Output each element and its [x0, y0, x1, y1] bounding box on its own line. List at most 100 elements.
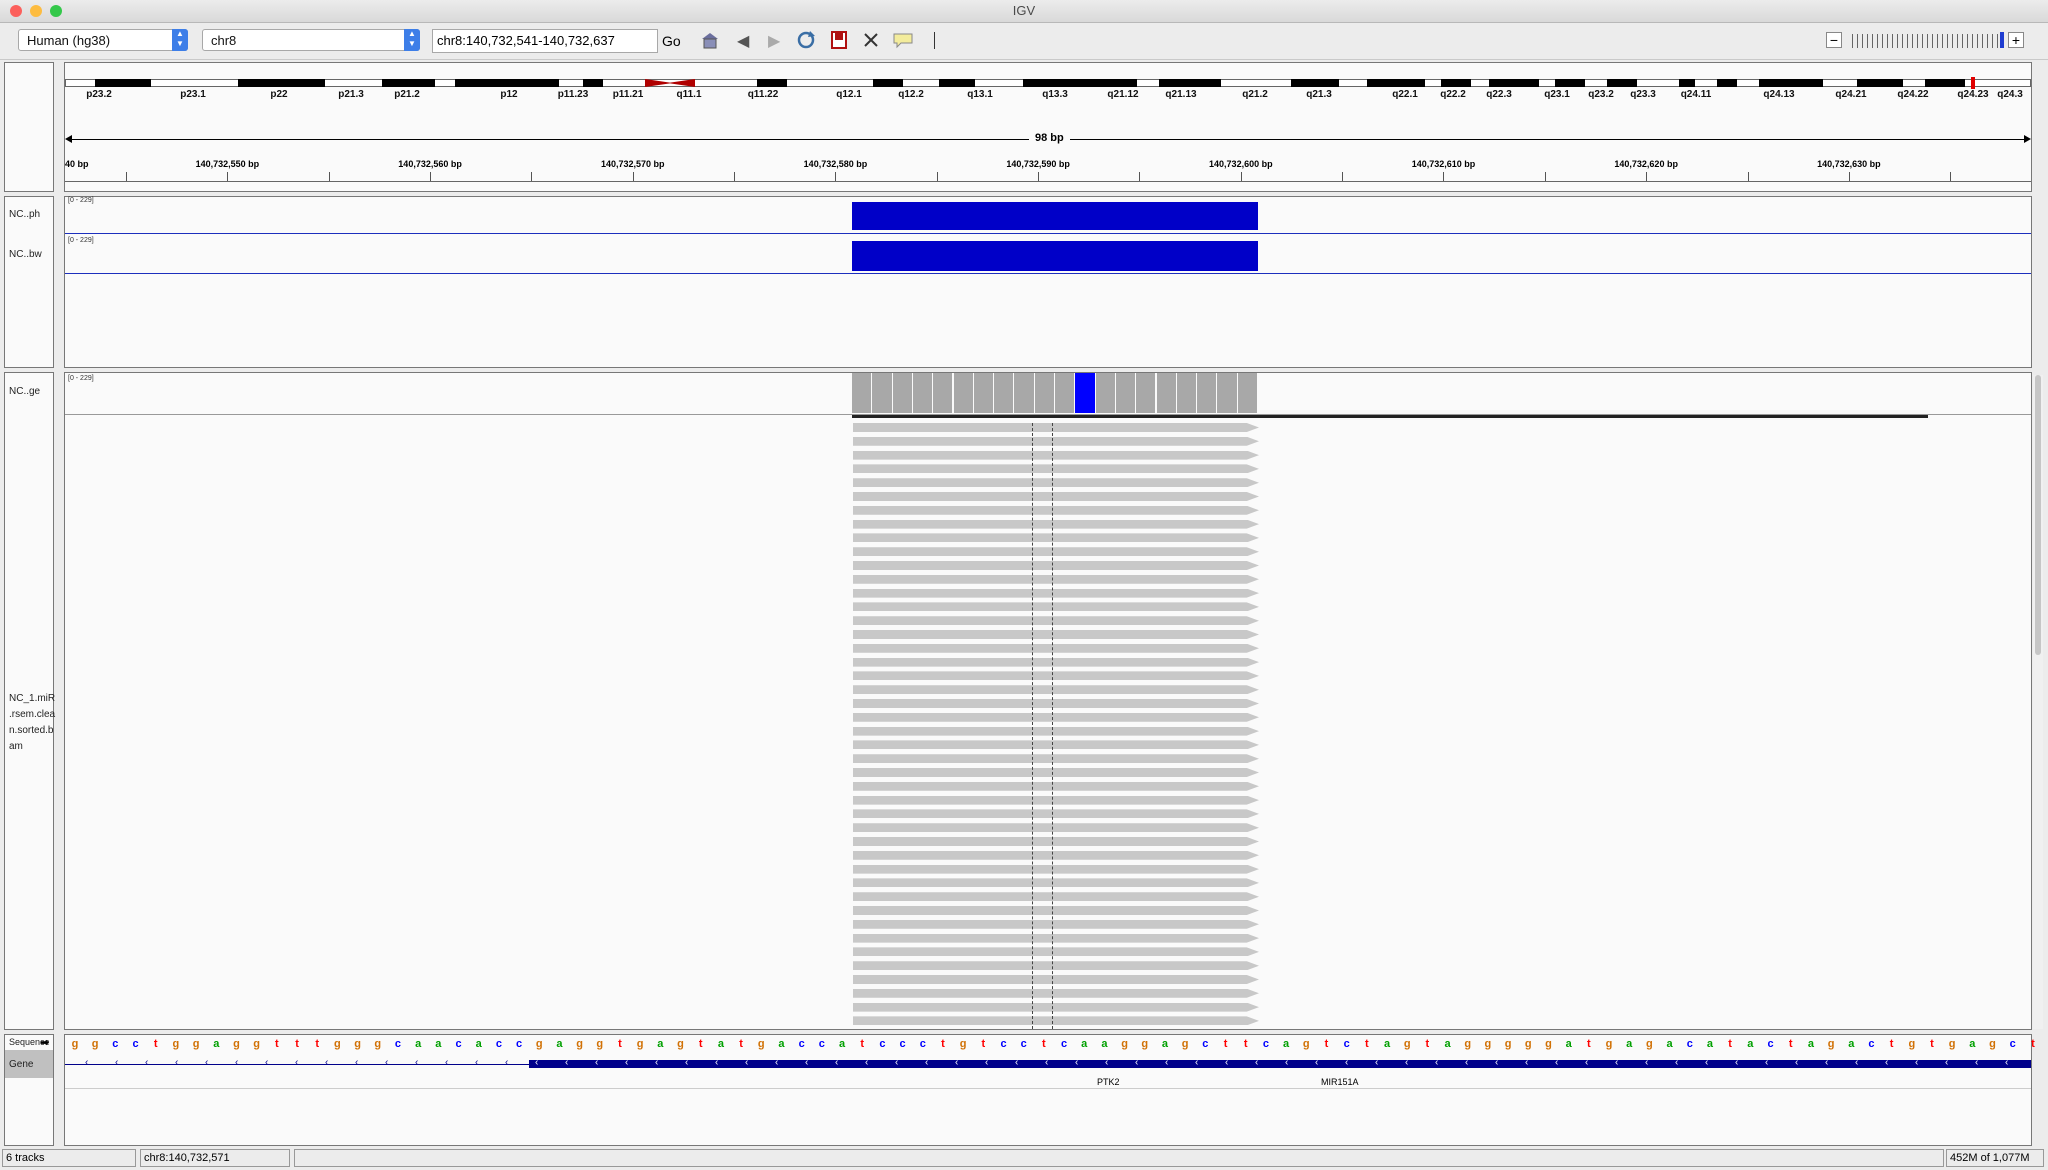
alignment-read[interactable]	[853, 892, 1259, 902]
alignment-read[interactable]	[853, 685, 1259, 695]
go-button[interactable]: Go	[662, 33, 681, 49]
alignment-read[interactable]	[853, 505, 1259, 515]
track-name-sequence[interactable]: Sequence	[9, 1037, 49, 1047]
gene-track[interactable]: ‹ ‹ ‹ ‹ ‹ ‹ ‹ ‹ ‹ ‹ ‹ ‹ ‹ ‹ ‹ ‹ ‹ ‹ ‹ ‹ ‹ ‹ ‹ ‹ ‹ ‹ ‹ ‹ ‹ ‹ ‹ ‹ ‹ ‹ ‹ ‹ ‹ ‹ ‹ ‹…	[65, 1057, 2031, 1073]
track-name-gene[interactable]: Gene	[9, 1059, 34, 1070]
zoom-in-button[interactable]: +	[2008, 32, 2024, 48]
alignment-read[interactable]	[853, 1016, 1259, 1026]
alignment-read[interactable]	[853, 740, 1259, 750]
coverage-bar-bw[interactable]	[852, 241, 1258, 271]
alignment-read[interactable]	[853, 671, 1259, 681]
alignment-read[interactable]	[853, 809, 1259, 819]
coverage-cell[interactable]	[1176, 373, 1197, 413]
refresh-icon[interactable]	[796, 30, 816, 50]
alignment-read[interactable]	[853, 878, 1259, 888]
genome-select[interactable]: Human (hg38) ▲ ▼	[18, 29, 188, 51]
coverage-cell[interactable]	[872, 373, 892, 413]
alignment-read[interactable]	[853, 699, 1259, 708]
alignment-read[interactable]	[853, 947, 1259, 957]
chromosome-ideogram[interactable]: p23.2 p23.1 p22 p21.3 p21.2 p12 p11.23 p11.21 q1…	[65, 79, 2031, 105]
alignment-read[interactable]	[853, 464, 1259, 474]
coverage-cell[interactable]	[1034, 373, 1054, 413]
track-name-ph[interactable]: NC..ph	[9, 209, 41, 220]
alignment-read[interactable]	[853, 588, 1259, 598]
track-name-ge[interactable]: NC..ge	[9, 386, 41, 397]
coverage-cell[interactable]	[1237, 373, 1257, 413]
alignment-read[interactable]	[853, 574, 1259, 584]
alignment-read[interactable]	[853, 478, 1259, 488]
alignment-scrollbar[interactable]	[2033, 375, 2043, 1029]
alignment-read[interactable]	[853, 754, 1259, 764]
coverage-cell[interactable]	[1217, 373, 1237, 413]
track-name-bam[interactable]: NC_1.miR .rsem.clea n.sorted.b am	[9, 691, 55, 755]
locus-input[interactable]: chr8:140,732,541-140,732,637	[432, 29, 658, 53]
track-name-bw[interactable]: NC..bw	[9, 249, 42, 260]
alignment-read[interactable]	[853, 795, 1259, 805]
popup-info-icon[interactable]	[892, 31, 914, 49]
zoom-slider-thumb[interactable]	[2000, 32, 2004, 48]
chromosome-select[interactable]: chr8 ▲ ▼	[202, 29, 420, 51]
coverage-cell[interactable]	[1095, 373, 1115, 413]
alignment-read[interactable]	[853, 547, 1259, 557]
zoom-slider[interactable]	[1852, 34, 1998, 48]
back-arrow-icon[interactable]: ◀	[737, 33, 750, 50]
alignment-read[interactable]	[853, 519, 1259, 529]
coverage-cell[interactable]	[852, 373, 872, 413]
alignment-read[interactable]	[853, 616, 1259, 626]
alignment-read[interactable]	[853, 533, 1259, 543]
sequence-strand-arrow-icon[interactable]: ➡	[40, 1037, 50, 1049]
alignment-read[interactable]	[853, 630, 1259, 639]
alignment-coverage-track[interactable]	[852, 373, 1258, 413]
alignment-read[interactable]	[853, 850, 1259, 860]
home-icon[interactable]	[700, 30, 720, 50]
ruler[interactable]: 40 bp 140,732,550 bp 140,732,560 bp 140,73…	[65, 63, 2031, 191]
alignment-read[interactable]	[853, 933, 1259, 943]
close-window-button[interactable]	[10, 5, 22, 17]
coverage-cell[interactable]	[1115, 373, 1136, 413]
coverage-bar-ph[interactable]	[852, 202, 1258, 230]
gene-label-mir151a[interactable]: MIR151A	[1321, 1077, 1359, 1087]
coverage-cell[interactable]	[953, 373, 973, 413]
coverage-cell[interactable]	[1014, 373, 1034, 413]
coverage-cell[interactable]	[1136, 373, 1156, 413]
coverage-cell[interactable]	[933, 373, 953, 413]
alignment-read[interactable]	[853, 1002, 1259, 1012]
alignment-read[interactable]	[853, 864, 1259, 874]
alignment-read[interactable]	[853, 450, 1259, 460]
coverage-cell[interactable]	[1156, 373, 1176, 413]
zoom-out-button[interactable]: −	[1826, 32, 1842, 48]
coverage-cell[interactable]	[994, 373, 1014, 413]
alignment-read[interactable]	[853, 919, 1259, 929]
coverage-cell[interactable]	[892, 373, 912, 413]
coverage-cell[interactable]	[1055, 373, 1075, 413]
coverage-cell[interactable]	[1197, 373, 1217, 413]
forward-arrow-icon[interactable]: ▶	[768, 33, 781, 50]
alignment-read[interactable]	[853, 768, 1259, 777]
resize-tracks-icon[interactable]	[862, 31, 880, 49]
alignment-read[interactable]	[853, 657, 1259, 667]
alignment-read[interactable]	[853, 837, 1259, 846]
alignment-read[interactable]	[853, 643, 1259, 653]
mismatch-coverage-cell[interactable]	[1075, 373, 1095, 413]
gene-label-ptk2[interactable]: PTK2	[1097, 1077, 1120, 1087]
alignment-read[interactable]	[853, 602, 1259, 612]
alignment-read[interactable]	[853, 712, 1259, 722]
alignment-read[interactable]	[853, 781, 1259, 791]
alignment-read[interactable]	[853, 906, 1259, 915]
alignment-read[interactable]	[853, 988, 1259, 998]
alignment-read[interactable]	[853, 975, 1259, 984]
alignment-reads[interactable]	[65, 373, 2031, 1029]
alignment-read[interactable]	[853, 823, 1259, 833]
alignment-read[interactable]	[853, 492, 1259, 501]
region-of-interest-icon[interactable]	[830, 30, 848, 50]
alignment-read[interactable]	[853, 561, 1259, 570]
alignment-read[interactable]	[853, 726, 1259, 736]
zoom-window-button[interactable]	[50, 5, 62, 17]
coverage-cell[interactable]	[912, 373, 933, 413]
alignment-read[interactable]	[853, 423, 1259, 432]
coverage-cell[interactable]	[973, 373, 994, 413]
scrollbar-thumb[interactable]	[2035, 375, 2041, 655]
minimize-window-button[interactable]	[30, 5, 42, 17]
alignment-read[interactable]	[853, 961, 1259, 971]
